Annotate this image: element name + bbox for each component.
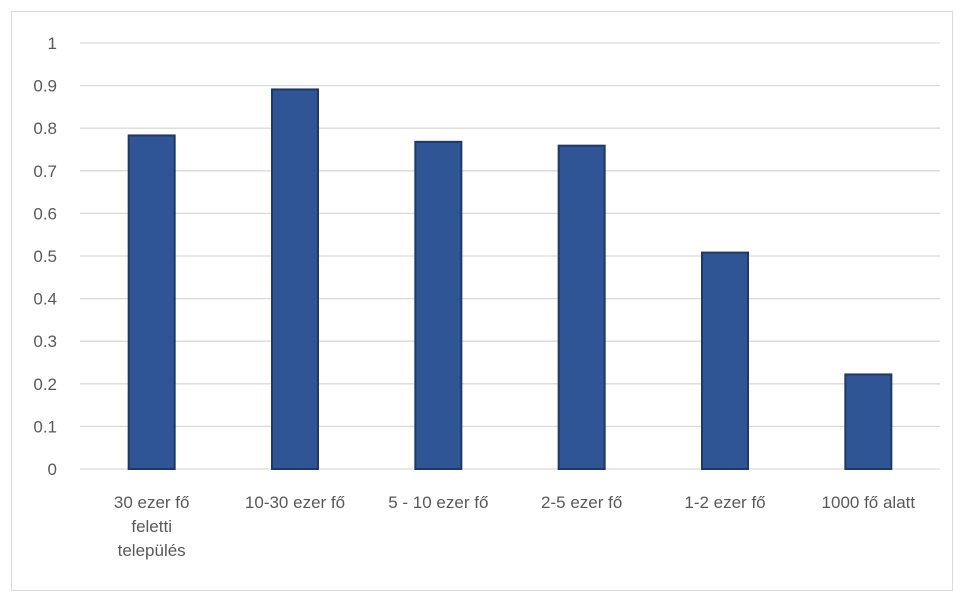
x-category-label-line: 10-30 ezer fő: [245, 493, 345, 512]
gridlines: [80, 42, 940, 470]
y-tick-label: 0.2: [33, 375, 57, 394]
x-category-label-line: 1000 fő alatt: [822, 493, 916, 512]
x-category-label-line: település: [118, 541, 186, 560]
x-category-label-line: 2-5 ezer fő: [541, 493, 622, 512]
y-tick-label: 1: [48, 34, 57, 53]
bars: [127, 88, 893, 471]
x-category-label-line: 1-2 ezer fő: [684, 493, 765, 512]
y-axis-tick-labels: 0 0.1 0.2 0.3 0.4 0.5 0.6 0.7 0.8 0.9 1: [33, 34, 57, 479]
y-tick-label: 0.9: [33, 77, 57, 96]
bar: [844, 373, 893, 471]
y-tick-label: 0.8: [33, 119, 57, 138]
y-tick-label: 0: [48, 460, 57, 479]
bar: [271, 88, 319, 471]
x-category-label: 5 - 10 ezer fő: [388, 493, 488, 512]
bar: [701, 251, 749, 470]
bar: [557, 144, 606, 471]
y-tick-label: 0.3: [33, 332, 57, 351]
y-tick-label: 0.6: [33, 204, 57, 223]
y-tick-label: 0.4: [33, 290, 57, 309]
y-tick-label: 0.1: [33, 417, 57, 436]
x-axis-category-labels: 30 ezer fő feletti település 10-30 ezer fő 5…: [114, 493, 916, 560]
y-tick-label: 0.7: [33, 162, 57, 181]
x-category-label-line: 30 ezer fő: [114, 493, 190, 512]
x-category-label: 1000 fő alatt: [822, 493, 916, 512]
x-category-label: 30 ezer fő feletti település: [114, 493, 190, 560]
x-category-label-line: feletti: [131, 517, 172, 536]
x-category-label: 1-2 ezer fő: [684, 493, 765, 512]
x-category-label-line: 5 - 10 ezer fő: [388, 493, 488, 512]
x-category-label: 2-5 ezer fő: [541, 493, 622, 512]
bar: [127, 134, 176, 471]
x-category-label: 10-30 ezer fő: [245, 493, 345, 512]
bar: [414, 140, 463, 470]
y-tick-label: 0.5: [33, 247, 57, 266]
